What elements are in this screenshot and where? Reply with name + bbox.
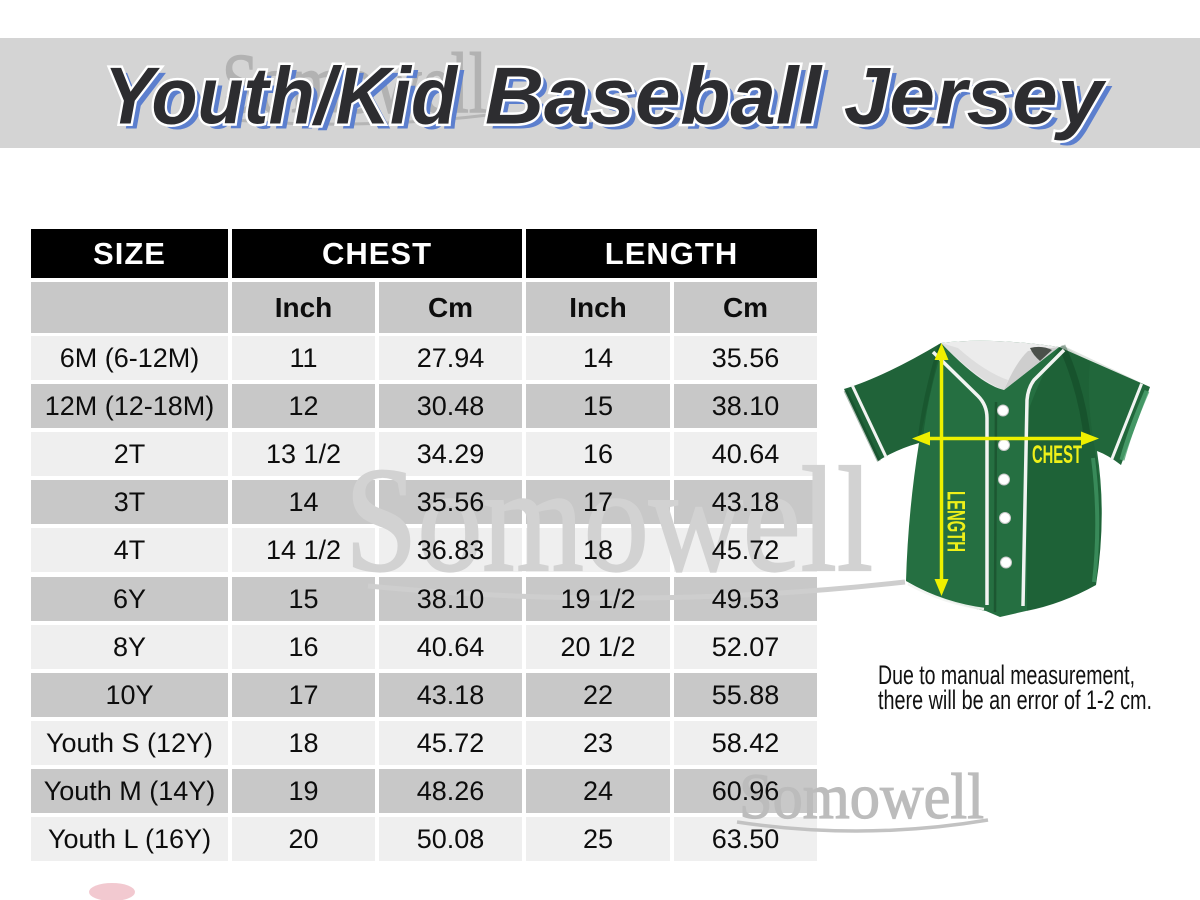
svg-text:Somowell: Somowell — [345, 437, 873, 603]
svg-text:LENGTH: LENGTH — [942, 491, 970, 552]
svg-text:there will be an error of 1-2: there will be an error of 1-2 cm. — [878, 685, 1152, 715]
svg-text:Somowell: Somowell — [222, 35, 487, 131]
svg-text:Baseball Jersey: Baseball Jersey — [485, 52, 1107, 142]
svg-text:Youth/Kid: Youth/Kid — [110, 57, 464, 147]
svg-text:CHEST: CHEST — [1032, 441, 1082, 469]
svg-text:Due to manual measurement,: Due to manual measurement, — [878, 660, 1135, 690]
svg-text:Youth/Kid: Youth/Kid — [104, 52, 458, 142]
svg-text:Baseball Jersey: Baseball Jersey — [491, 57, 1113, 147]
svg-text:Somowell: Somowell — [739, 761, 984, 833]
